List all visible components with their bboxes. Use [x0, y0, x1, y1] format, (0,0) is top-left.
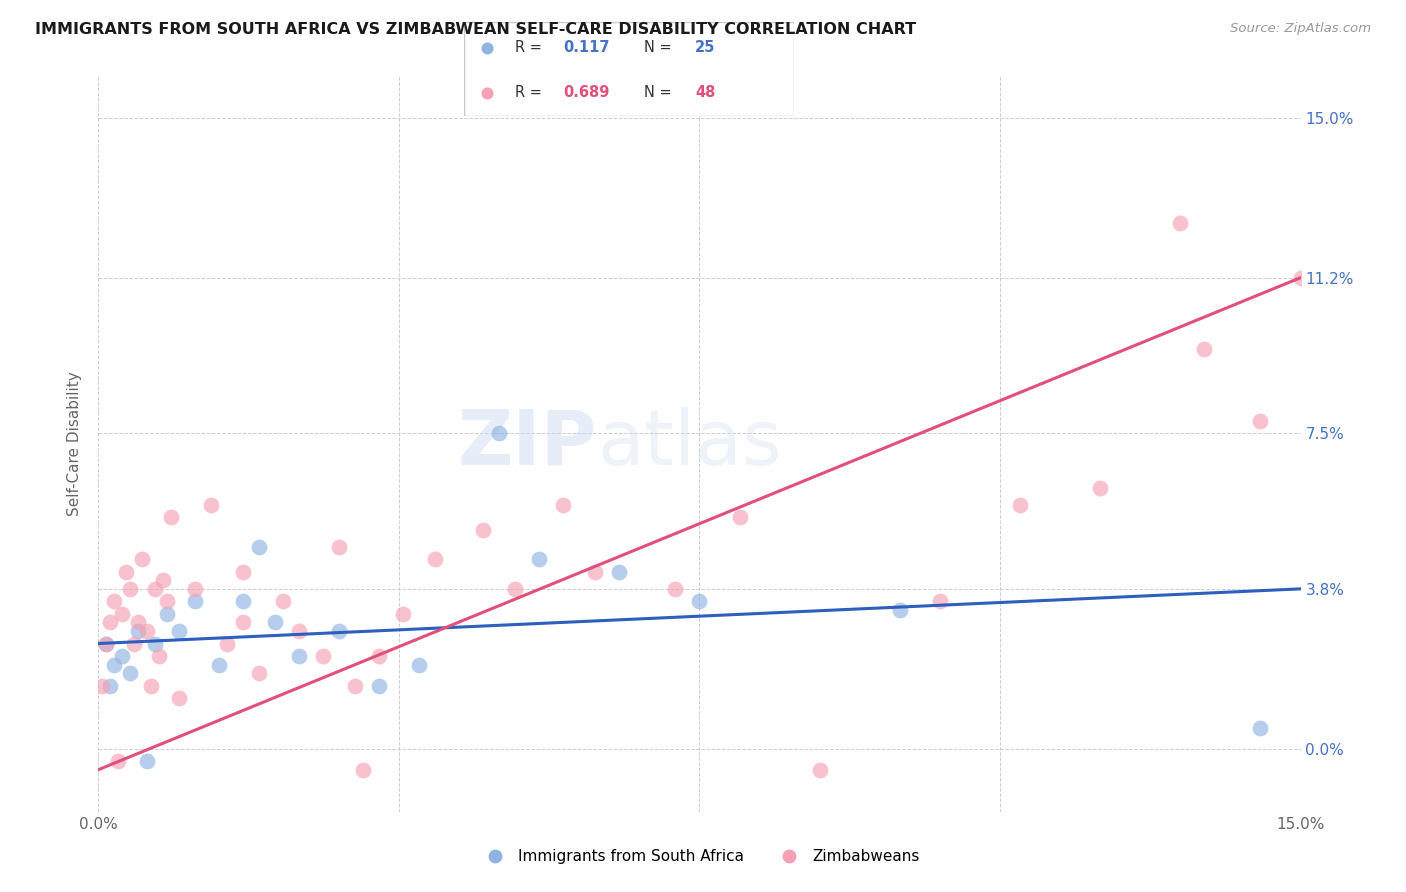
- Point: [1170, 216, 1192, 230]
- Point: [352, 763, 374, 777]
- Point: [120, 582, 142, 596]
- Point: [503, 582, 526, 596]
- Text: N =: N =: [644, 85, 676, 100]
- Point: [475, 40, 498, 54]
- Point: [392, 607, 415, 621]
- Point: [343, 679, 366, 693]
- Text: 0.689: 0.689: [562, 85, 609, 100]
- Point: [183, 582, 205, 596]
- Text: R =: R =: [515, 40, 547, 55]
- Point: [472, 523, 495, 537]
- Point: [159, 510, 181, 524]
- Point: [609, 565, 631, 579]
- Point: [100, 679, 122, 693]
- Point: [128, 615, 150, 630]
- Point: [271, 594, 294, 608]
- Point: [929, 594, 952, 608]
- Point: [288, 624, 311, 638]
- Point: [135, 754, 157, 768]
- Point: [120, 665, 142, 680]
- Point: [808, 763, 831, 777]
- Point: [208, 657, 231, 672]
- Point: [143, 582, 166, 596]
- Point: [152, 574, 174, 588]
- Point: [111, 649, 134, 664]
- Text: Source: ZipAtlas.com: Source: ZipAtlas.com: [1230, 22, 1371, 36]
- Text: 48: 48: [695, 85, 716, 100]
- Point: [215, 636, 238, 650]
- Point: [124, 636, 146, 650]
- Point: [183, 594, 205, 608]
- Point: [328, 540, 350, 554]
- Point: [111, 607, 134, 621]
- Point: [1194, 342, 1216, 356]
- Point: [200, 498, 222, 512]
- Point: [155, 607, 177, 621]
- Point: [368, 679, 391, 693]
- Text: 0.117: 0.117: [562, 40, 610, 55]
- Point: [96, 636, 118, 650]
- Point: [583, 565, 606, 579]
- Point: [475, 86, 498, 100]
- Point: [488, 426, 510, 441]
- Point: [247, 540, 270, 554]
- Point: [689, 594, 711, 608]
- Text: ZIP: ZIP: [458, 407, 598, 481]
- Point: [1289, 270, 1312, 285]
- Point: [263, 615, 285, 630]
- Point: [107, 754, 129, 768]
- Point: [423, 552, 446, 566]
- Point: [368, 649, 391, 664]
- Text: R =: R =: [515, 85, 547, 100]
- Point: [312, 649, 335, 664]
- Point: [232, 615, 254, 630]
- Point: [148, 649, 170, 664]
- Point: [143, 636, 166, 650]
- Text: N =: N =: [644, 40, 676, 55]
- Text: atlas: atlas: [598, 407, 782, 481]
- Point: [167, 624, 190, 638]
- Point: [1088, 481, 1111, 495]
- Point: [155, 594, 177, 608]
- Point: [728, 510, 751, 524]
- Text: 25: 25: [695, 40, 716, 55]
- Point: [664, 582, 686, 596]
- Point: [1250, 721, 1272, 735]
- Y-axis label: Self-Care Disability: Self-Care Disability: [67, 371, 83, 516]
- Point: [135, 624, 157, 638]
- Legend: Immigrants from South Africa, Zimbabweans: Immigrants from South Africa, Zimbabwean…: [474, 843, 925, 871]
- Point: [139, 679, 162, 693]
- Point: [1010, 498, 1032, 512]
- Point: [328, 624, 350, 638]
- Point: [529, 552, 551, 566]
- Point: [91, 679, 114, 693]
- Text: IMMIGRANTS FROM SOUTH AFRICA VS ZIMBABWEAN SELF-CARE DISABILITY CORRELATION CHAR: IMMIGRANTS FROM SOUTH AFRICA VS ZIMBABWE…: [35, 22, 917, 37]
- Point: [247, 665, 270, 680]
- Point: [232, 594, 254, 608]
- Point: [553, 498, 575, 512]
- Point: [103, 657, 125, 672]
- Point: [115, 565, 138, 579]
- Point: [288, 649, 311, 664]
- Point: [128, 624, 150, 638]
- Point: [232, 565, 254, 579]
- Point: [408, 657, 430, 672]
- Point: [103, 594, 125, 608]
- Point: [167, 691, 190, 706]
- Point: [100, 615, 122, 630]
- Point: [889, 603, 911, 617]
- Point: [1250, 414, 1272, 428]
- Point: [96, 636, 118, 650]
- Point: [131, 552, 153, 566]
